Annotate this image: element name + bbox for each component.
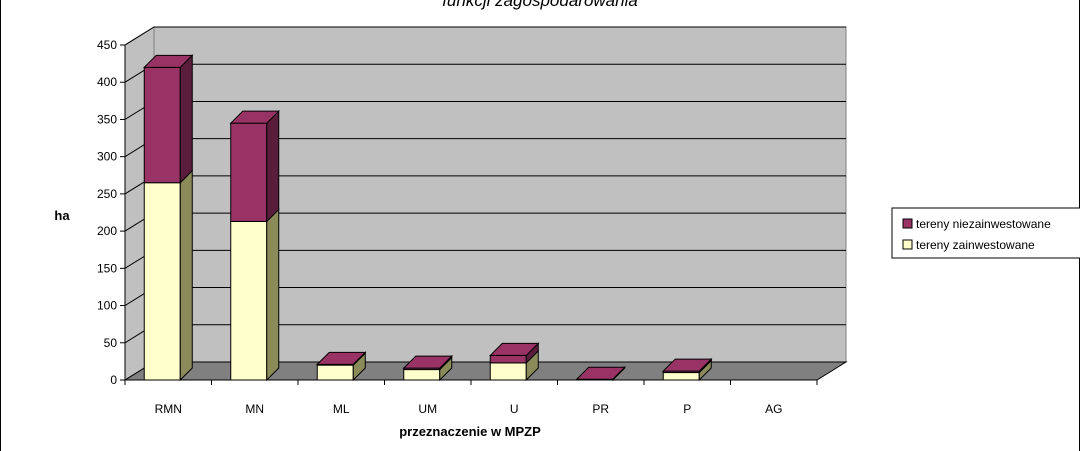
- bar-side-MN-1: [266, 109, 280, 223]
- x-tick-labels: RMN MN ML UM U PR P AG: [155, 402, 783, 416]
- y-tick-label: 0: [110, 373, 117, 387]
- y-tick-label: 50: [104, 336, 118, 350]
- bar-side-RMN-0: [179, 169, 193, 382]
- x-tick-label: PR: [592, 402, 609, 416]
- x-tick-label: ML: [333, 402, 350, 416]
- legend: tereny niezainwestowane tereny zainwesto…: [891, 207, 1080, 259]
- bar-top-U: [489, 342, 540, 356]
- bar-top-P: [662, 358, 713, 372]
- y-tick-label: 300: [97, 150, 117, 164]
- x-tick-label: U: [510, 402, 519, 416]
- bars: [143, 54, 713, 382]
- legend-swatch-zainwestowane: [902, 239, 913, 250]
- bar-top-RMN: [143, 54, 194, 68]
- y-tick-label: 450: [97, 38, 117, 52]
- y-tick-label: 250: [97, 187, 117, 201]
- y-tick-label: 100: [97, 299, 117, 313]
- y-tick-label: 150: [97, 261, 117, 275]
- bar-MN-niezainwestowane: [230, 122, 268, 222]
- bar-RMN-zainwestowane: [143, 182, 181, 381]
- y-tick-labels: 0 50 100 150 200 250 300 350 400 450: [97, 38, 117, 387]
- y-tick-label: 350: [97, 112, 117, 126]
- bar-top-ML: [316, 351, 367, 365]
- bar-side-RMN-1: [179, 54, 193, 184]
- bar-ML-zainwestowane: [316, 364, 354, 381]
- bar-U-zainwestowane: [489, 362, 527, 381]
- y-tick-label: 200: [97, 224, 117, 238]
- bar-P-zainwestowane: [662, 372, 700, 381]
- legend-box: [891, 207, 1080, 259]
- plot-walls: [123, 26, 848, 381]
- x-axis-label: przeznaczenie w MPZP: [399, 424, 541, 439]
- bar-RMN-niezainwestowane: [143, 66, 181, 184]
- x-tick-label: UM: [418, 402, 437, 416]
- bar-UM-zainwestowane: [403, 369, 441, 381]
- legend-label-niezainwestowane: tereny niezainwestowane: [916, 217, 1051, 231]
- chart-title: funkcji zagospodarowania: [442, 0, 638, 10]
- bar-MN-zainwestowane: [230, 220, 268, 381]
- x-tick-label: MN: [245, 402, 264, 416]
- y-axis-label: ha: [54, 208, 70, 223]
- legend-swatch-niezainwestowane: [902, 218, 913, 229]
- bar-side-MN-0: [266, 208, 280, 382]
- bar-top-UM: [402, 355, 453, 369]
- bar-top-MN: [229, 110, 280, 124]
- x-tick-label: RMN: [155, 402, 182, 416]
- gridline: [124, 26, 846, 46]
- bar-top-PR: [575, 366, 626, 380]
- y-tick-label: 400: [97, 75, 117, 89]
- bar-U-niezainwestowane: [489, 354, 527, 364]
- x-tick-label: AG: [765, 402, 782, 416]
- legend-label-zainwestowane: tereny zainwestowane: [916, 238, 1035, 252]
- x-tick-label: P: [683, 402, 691, 416]
